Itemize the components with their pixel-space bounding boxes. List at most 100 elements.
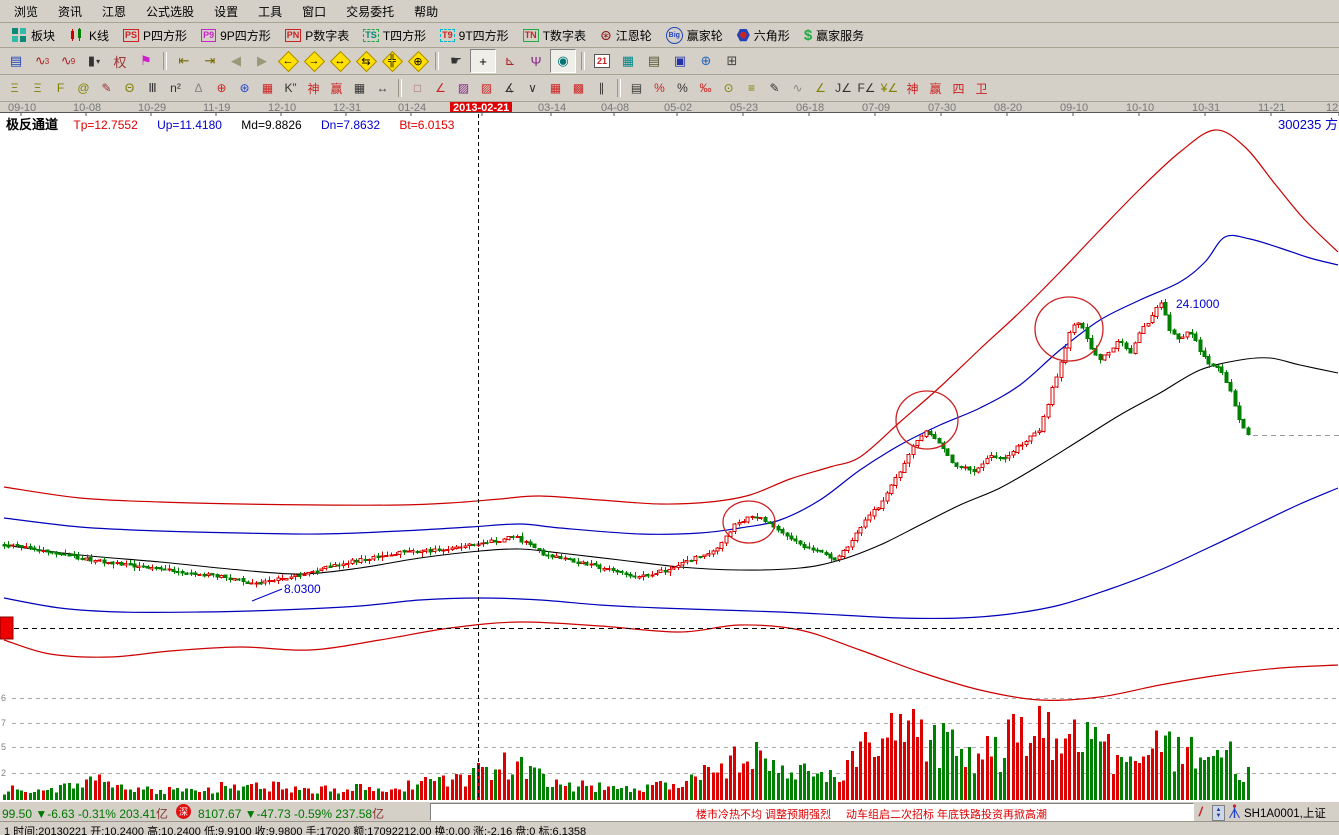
gann-tool-ink-pen[interactable]: ✎: [769, 81, 780, 95]
gann-tool-gold-circle[interactable]: ⊙: [723, 81, 734, 95]
gann-tool-mirror-angle[interactable]: Δ: [194, 81, 203, 95]
gann-tool-flag-f[interactable]: F: [56, 81, 65, 95]
toolbar-button-angle-tool[interactable]: ⊾: [498, 50, 522, 72]
toolbar-button-wave-3[interactable]: ∿ 3: [34, 53, 50, 68]
gann-tool-gann-target[interactable]: ⊕: [216, 81, 227, 95]
toolbar-button-t-square[interactable]: TS T四方形: [356, 26, 433, 45]
gann-tool-fan-lines[interactable]: ∠: [435, 81, 446, 95]
gann-tool-red-grid-1[interactable]: ▦: [549, 81, 562, 95]
gann-tool-f-angle[interactable]: F∠: [857, 81, 876, 95]
toolbar-button-last-page[interactable]: ⇥: [198, 50, 222, 72]
menu-item-gann[interactable]: 江恩: [102, 4, 127, 19]
gann-tool-gold-coins-1[interactable]: Ξ: [10, 81, 19, 95]
gann-tool-si-angle[interactable]: 四: [952, 81, 965, 96]
gann-tool-k-mark[interactable]: K”: [284, 81, 297, 95]
gann-tool-gold-bars[interactable]: ≡: [747, 81, 755, 95]
gann-tool-box-frame[interactable]: □: [413, 81, 422, 95]
gann-tool-yen-angle[interactable]: ¥∠: [880, 81, 899, 95]
indicator-tp: Tp=12.7552: [73, 118, 138, 132]
toolbar-button-kline[interactable]: K线: [62, 26, 116, 45]
toolbar-button-color-flag[interactable]: ⚑: [134, 50, 158, 72]
menu-item-news[interactable]: 资讯: [58, 4, 83, 19]
level-line-handle[interactable]: [0, 616, 14, 640]
gann-tool-time-ruler[interactable]: Ⅲ: [148, 81, 157, 95]
toolbar-button-first-page[interactable]: ⇤: [172, 50, 196, 72]
menu-item-trade[interactable]: 交易委托: [346, 4, 395, 19]
toolbar-button-winner-service[interactable]: $ 赢家服务: [797, 26, 871, 45]
menu-item-settings[interactable]: 设置: [214, 4, 239, 19]
gann-tool-wei-angle[interactable]: 卫: [975, 81, 988, 96]
gann-tool-golden-spiral[interactable]: @: [77, 81, 90, 95]
toolbar-button-zoom-in-h[interactable]: ⇆: [354, 50, 378, 73]
toolbar-button-download-pc[interactable]: ⊞: [720, 50, 744, 72]
toolbar-button-expand-all[interactable]: ╬: [380, 50, 404, 73]
gann-tool-shen-grid[interactable]: 神: [307, 81, 320, 96]
toolbar-button-net-update[interactable]: ⊕: [694, 50, 718, 72]
menu-item-browse[interactable]: 浏览: [14, 4, 39, 19]
price-annotation: 24.1000: [1176, 297, 1220, 311]
gann-tool-parallel-rays[interactable]: ∥: [598, 81, 605, 95]
gann-tool-star-grid[interactable]: ⊛: [239, 81, 250, 95]
toolbar-button-9t-square[interactable]: T9 9T四方形: [433, 26, 516, 45]
toolbar-button-notepad[interactable]: ▤: [642, 50, 666, 72]
menu-item-formula-pick[interactable]: 公式选股: [146, 4, 195, 19]
toolbar-button-calculator[interactable]: ▦: [616, 50, 640, 72]
toolbar-button-p-square[interactable]: PS P四方形: [116, 26, 194, 45]
toolbar-button-hexagon[interactable]: 六角形: [730, 26, 797, 45]
toolbar-button-gann-flower[interactable]: Ψ: [524, 50, 548, 72]
toolbar-button-wave-9[interactable]: ∿ 9: [60, 53, 76, 68]
toolbar-label: 赢家服务: [816, 28, 865, 43]
toolbar-button-zoom-out-h[interactable]: ↔: [328, 50, 352, 73]
toolbar-separator: [163, 52, 167, 70]
gann-tool-gold-angle[interactable]: ∠: [815, 81, 826, 95]
gann-tool-ying-grid[interactable]: 赢: [330, 81, 343, 96]
gann-tool-wave-bottom[interactable]: ∨: [528, 81, 537, 95]
chart-canvas[interactable]: 6 7 5 2 8.0300 24.1000 极反通道 Tp=12.7552 Up=11.…: [0, 112, 1339, 801]
toolbar-button-page-right[interactable]: ▶: [250, 50, 274, 72]
gann-tool-percent[interactable]: %: [677, 81, 688, 95]
menu-item-window[interactable]: 窗口: [302, 4, 327, 19]
toolbar-button-t-number-table[interactable]: TN T数字表: [516, 26, 593, 45]
gann-tool-red-grid-2[interactable]: ▩: [572, 81, 585, 95]
gann-tool-number-grid[interactable]: ▦: [353, 81, 366, 95]
menu-item-help[interactable]: 帮助: [414, 4, 439, 19]
date-tick-label: 08-20: [994, 102, 1023, 114]
menu-item-tools[interactable]: 工具: [258, 4, 283, 19]
toolbar-button-quote-form[interactable]: ▤: [4, 50, 28, 72]
gann-tool-fan-box-red[interactable]: ▨: [480, 81, 493, 95]
toolbar-button-p-number-table[interactable]: PN P数字表: [278, 26, 357, 45]
gann-tool-percent-line[interactable]: %: [654, 81, 665, 95]
toolbar-button-winner-wheel[interactable]: Big 赢家轮: [659, 26, 730, 45]
gann-tool-ying-angle[interactable]: 赢: [929, 81, 942, 96]
gann-tool-multi-ray[interactable]: ∡: [504, 81, 515, 95]
gann-tool-brush[interactable]: ✎: [101, 81, 112, 95]
gann-tool-permille[interactable]: ‰: [699, 81, 712, 95]
toolbar-button-candle-type[interactable]: ▮ ▾: [87, 53, 101, 68]
gann-tool-gold-coins-2[interactable]: Ξ: [33, 81, 42, 95]
edit-pen-icon[interactable]: /: [1197, 804, 1204, 819]
gann-tool-fan-box-purple[interactable]: ▨: [457, 81, 470, 95]
toolbar-button-restore-rights[interactable]: 权: [108, 50, 132, 72]
toolbar-button-smart-brain[interactable]: ◉: [550, 49, 576, 73]
gann-tool-price-scale[interactable]: ▤: [630, 81, 643, 95]
toolbar-button-shift-left[interactable]: ←: [276, 50, 300, 73]
gann-tool-shen-angle[interactable]: 神: [906, 81, 919, 96]
toolbar-button-shift-right[interactable]: →: [302, 50, 326, 73]
spinner-control[interactable]: ▲ ▼: [1212, 805, 1225, 821]
toolbar-button-9p-square[interactable]: P9 9P四方形: [194, 26, 278, 45]
toolbar-button-save[interactable]: ▣: [668, 50, 692, 72]
gann-tool-time-circle[interactable]: Θ: [124, 81, 135, 95]
toolbar-button-hand-tool[interactable]: ☛: [444, 50, 468, 72]
gann-tool-span-arrow[interactable]: ↔: [376, 81, 389, 95]
toolbar-button-calendar[interactable]: 21: [590, 50, 614, 72]
toolbar-button-page-left[interactable]: ◀: [224, 50, 248, 72]
gann-tool-wave-tool[interactable]: ∿: [792, 81, 803, 95]
toolbar-button-sector-blocks[interactable]: 板块: [5, 26, 62, 45]
toolbar-button-fit-view[interactable]: ⊕: [406, 50, 430, 73]
toolbar-button-crosshair-tool[interactable]: +: [470, 49, 496, 73]
toolbar-button-gann-wheel[interactable]: ⊛ 江恩轮: [593, 26, 659, 45]
svg-text:6: 6: [1, 693, 6, 703]
gann-tool-n-square[interactable]: n²: [170, 81, 181, 95]
gann-tool-j-angle[interactable]: J∠: [835, 81, 852, 95]
gann-tool-grid-star-box[interactable]: ▦: [261, 81, 274, 95]
